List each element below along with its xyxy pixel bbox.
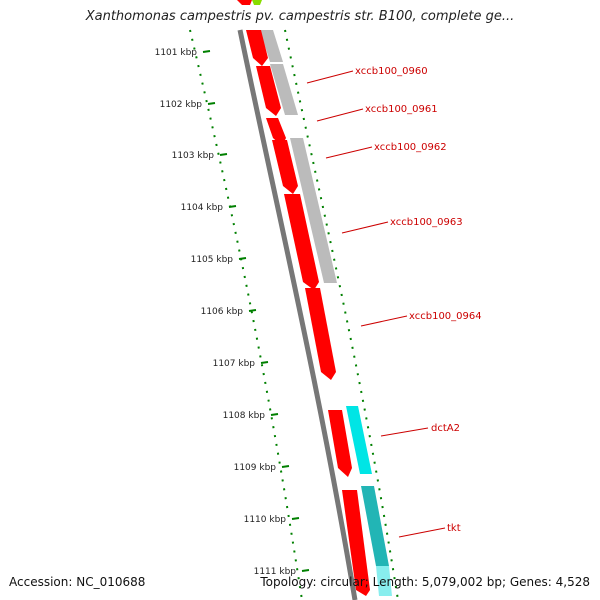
gene-label-leader [325, 146, 373, 159]
page-title: Xanthomonas campestris pv. campestris st… [85, 9, 515, 24]
scale-tick [228, 205, 237, 208]
gene-label[interactable]: xccb100_0961 [365, 104, 438, 115]
scale-label: 1104 kbp [181, 203, 224, 213]
scale-label: 1107 kbp [213, 359, 256, 369]
gene-label[interactable]: xccb100_0963 [390, 217, 463, 228]
gene-label[interactable]: xccb100_0960 [355, 66, 428, 77]
scale-group: 1101 kbp 1102 kbp 1103 kbp 1104 kbp 1105 kbp… [155, 48, 310, 577]
genome-summary-text: Topology: circular; Length: 5,079,002 bp… [260, 575, 590, 589]
gene-label-leader [398, 527, 446, 538]
cog-cyan-block [346, 406, 372, 474]
top-feature [252, 0, 262, 5]
gene-labels: xccb100_0960 xccb100_0961 xccb100_0962xccb… [306, 66, 482, 538]
scale-label: 1101 kbp [155, 48, 198, 58]
backbone [237, 29, 358, 600]
scale-label: 1108 kbp [223, 411, 266, 421]
scale-label: 1109 kbp [234, 463, 277, 473]
gene-label[interactable]: xccb100_0964 [409, 311, 482, 322]
accession-text: Accession: NC_010688 [9, 575, 146, 589]
gene-label[interactable]: dctA2 [431, 423, 460, 434]
gene-label[interactable]: xccb100_0962 [374, 142, 447, 153]
scale-tick [207, 102, 216, 105]
cog-cyan-lower [376, 566, 392, 596]
scale-tick [301, 569, 310, 572]
scale-tick [238, 257, 247, 260]
scale-tick [291, 517, 300, 520]
outer-dotted-ring [284, 29, 399, 600]
gene-label-leader [306, 70, 354, 84]
gene-label-leader [341, 221, 389, 234]
scale-label: 1111 kbp [254, 567, 297, 577]
scale-tick [270, 413, 279, 416]
gene-label[interactable]: tkt [447, 523, 461, 534]
cog-teal-block [361, 486, 389, 566]
gene-label-leader [380, 427, 429, 437]
cog-gray-column [260, 30, 337, 283]
scale-label: 1105 kbp [191, 255, 234, 265]
scale-tick [202, 50, 211, 53]
scale-tick [260, 361, 269, 364]
scale-tick [281, 465, 290, 468]
inner-dotted-ring [189, 29, 303, 600]
scale-label: 1106 kbp [201, 307, 244, 317]
gene-label-leader [360, 315, 408, 327]
scale-label: 1102 kbp [160, 100, 203, 110]
scale-label: 1103 kbp [172, 151, 215, 161]
gene-label-leader [316, 108, 364, 122]
scale-label: 1110 kbp [244, 515, 287, 525]
top-red-tip [237, 0, 252, 5]
scale-tick [248, 309, 257, 312]
forward-genes [246, 30, 370, 596]
scale-tick [219, 153, 228, 156]
